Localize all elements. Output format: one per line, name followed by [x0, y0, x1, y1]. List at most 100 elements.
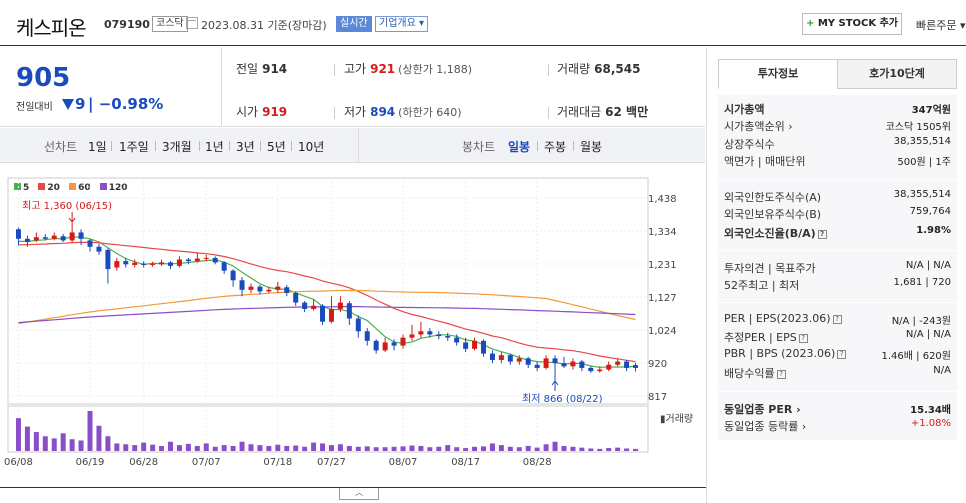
- y-tick-label: 817: [648, 392, 667, 403]
- tab-orderbook[interactable]: 호가10단계: [837, 59, 957, 89]
- candle: [320, 305, 326, 322]
- info-value: 1.98%: [916, 225, 951, 236]
- volume-bar: [150, 444, 156, 451]
- price-summary: 905 전일대비 9 | −0.98%: [0, 47, 222, 127]
- period-1w[interactable]: 1주일: [119, 140, 149, 154]
- period-5y[interactable]: 5년: [267, 140, 286, 154]
- candle: [15, 229, 21, 239]
- candle: [472, 340, 478, 349]
- volume-bar: [615, 447, 621, 451]
- candle: [561, 363, 567, 367]
- volume-bar: [382, 447, 388, 451]
- help-icon[interactable]: ?: [817, 230, 827, 239]
- change-value: 9: [75, 95, 86, 113]
- divider: [155, 141, 156, 151]
- volume-bar: [427, 447, 433, 451]
- stat-value: 921: [370, 62, 396, 76]
- realtime-button[interactable]: 실시간: [336, 16, 372, 32]
- divider: [573, 141, 574, 151]
- candle: [525, 358, 531, 365]
- help-icon[interactable]: ?: [837, 350, 847, 359]
- candle: [194, 258, 200, 262]
- info-row: 시가총액 347억원: [724, 101, 951, 117]
- collapse-button[interactable]: ︿: [339, 488, 379, 500]
- candle: [114, 261, 120, 268]
- info-value: N/A: [933, 365, 951, 376]
- info-row[interactable]: 시가총액순위 › 코스닥 1505위: [724, 118, 951, 134]
- x-tick-label: 07/07: [192, 457, 221, 468]
- help-icon[interactable]: ?: [832, 315, 842, 324]
- candle: [552, 358, 558, 364]
- period-3y[interactable]: 3년: [236, 140, 255, 154]
- volume-bar: [132, 445, 138, 451]
- info-row: 외국인한도주식수(A) 38,355,514: [724, 189, 951, 205]
- volume-bar: [534, 447, 540, 451]
- x-tick-label: 07/27: [317, 457, 346, 468]
- candle: [427, 331, 433, 335]
- candle: [141, 263, 147, 265]
- x-tick-label: 08/17: [451, 457, 480, 468]
- volume-bar: [320, 443, 326, 451]
- period-daily[interactable]: 일봉: [508, 140, 531, 154]
- volume-bar: [454, 447, 460, 451]
- low-annotation: 최저 866 (08/22): [522, 393, 603, 405]
- stat-value: 62 백만: [605, 105, 649, 119]
- help-icon[interactable]: ?: [776, 370, 786, 379]
- period-monthly[interactable]: 월봉: [580, 140, 603, 154]
- candle: [364, 331, 370, 341]
- volume-bar: [248, 444, 254, 451]
- candle: [248, 286, 254, 290]
- candle: [445, 336, 451, 338]
- divider: [334, 64, 335, 76]
- lower-limit: (하한가 640): [398, 106, 462, 119]
- candle: [597, 369, 603, 372]
- volume-bar: [212, 446, 218, 451]
- volume-bar: [51, 438, 57, 451]
- info-row: 배당수익률? N/A: [724, 365, 951, 381]
- divider: [718, 391, 957, 392]
- volume-bar: [579, 447, 585, 451]
- legend-ma5: 5: [14, 183, 29, 193]
- change-percent: | −0.98%: [88, 95, 164, 113]
- volume-bar: [606, 448, 612, 451]
- period-1y[interactable]: 1년: [205, 140, 224, 154]
- info-label: 추정PER | EPS: [724, 331, 797, 344]
- candle: [159, 262, 165, 265]
- ma-legend: 5 20 60 120: [14, 183, 134, 193]
- candle: [185, 259, 191, 262]
- legend-ma20: 20: [38, 183, 60, 193]
- info-label: 외국인보유주식수(B): [724, 208, 822, 221]
- info-row[interactable]: 동일업종 PER › 15.34배: [724, 401, 951, 417]
- divider: [718, 179, 957, 180]
- period-1d[interactable]: 1일: [88, 140, 107, 154]
- y-tick-label: 1,127: [648, 293, 677, 304]
- info-label: 외국인한도주식수(A): [724, 191, 822, 204]
- period-weekly[interactable]: 주봉: [544, 140, 567, 154]
- info-value: 1,681 | 720: [893, 277, 951, 288]
- info-row: 52주최고 | 최저 1,681 | 720: [724, 277, 951, 293]
- volume-bar: [624, 448, 630, 451]
- volume-bar: [328, 445, 334, 451]
- help-icon[interactable]: ?: [798, 334, 808, 343]
- candle: [24, 238, 30, 242]
- company-overview-button[interactable]: 기업개요 ▾: [375, 16, 428, 32]
- quick-order-button[interactable]: 빠른주문 ▾: [916, 19, 966, 32]
- stat-value: 914: [262, 62, 288, 76]
- candle: [633, 365, 639, 368]
- volume-bar: [96, 425, 102, 451]
- candle: [481, 340, 486, 354]
- period-10y[interactable]: 10년: [298, 140, 325, 154]
- candle: [123, 261, 129, 265]
- divider: [199, 141, 200, 151]
- add-mystock-button[interactable]: + MY STOCK 추가: [802, 13, 902, 35]
- ma5-line: [18, 236, 636, 368]
- y-tick-label: 1,334: [648, 227, 677, 238]
- tab-investment-info[interactable]: 투자정보: [718, 59, 838, 89]
- high-annotation: 최고 1,360 (06/15): [22, 200, 112, 212]
- stat-value: 68,545: [594, 62, 641, 76]
- period-3m[interactable]: 3개월: [162, 140, 192, 154]
- volume-frame: [7, 405, 649, 453]
- candle: [302, 302, 308, 309]
- info-row[interactable]: 동일업종 등락률 › +1.08%: [724, 418, 951, 434]
